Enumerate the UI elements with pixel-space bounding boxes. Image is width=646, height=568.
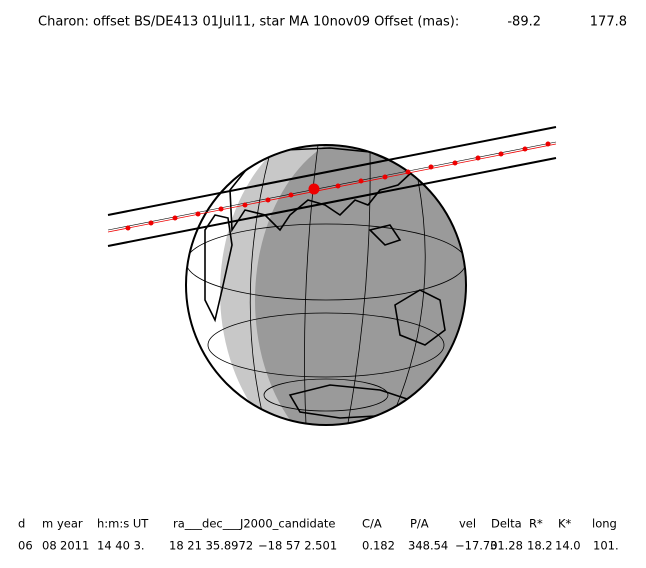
globe — [185, 144, 467, 426]
title: Charon: offset BS/DE413 01Jul11, star MA… — [38, 15, 459, 30]
table-cell: 31.28 — [490, 539, 523, 553]
column-header: year — [57, 517, 83, 531]
occultation-path — [107, 126, 557, 247]
column-header: C/A — [362, 517, 382, 531]
column-header: ra___dec___J2000_candidate — [173, 517, 335, 531]
table-cell: 101. — [593, 539, 619, 553]
table-cell: 14.0 — [555, 539, 581, 553]
table-cell: 06 — [18, 539, 33, 553]
table-cell: 0.182 — [362, 539, 395, 553]
column-header: R* — [529, 517, 543, 531]
table: d m year h:m:s UT ra___dec___J2000_candidate… — [18, 517, 619, 553]
table-cell: −18 57 2.501 — [258, 539, 337, 553]
table-cell: 2011 — [60, 539, 89, 553]
column-header: Delta — [491, 517, 522, 531]
column-header: h:m:s UT — [97, 517, 149, 531]
column-header: K* — [558, 517, 572, 531]
table-cell: −17.70 — [455, 539, 498, 553]
table-cell: 348.54 — [408, 539, 448, 553]
table-cell: 14 40 3. — [97, 539, 145, 553]
table-cell: 08 — [42, 539, 57, 553]
column-header: m — [42, 517, 53, 531]
column-header: d — [18, 517, 25, 531]
offset-ra: -89.2 — [507, 15, 541, 30]
column-header: long — [592, 517, 617, 531]
table-cell: 18.2 — [527, 539, 553, 553]
column-header: P/A — [410, 517, 429, 531]
table-cell: 18 21 35.8972 — [169, 539, 253, 553]
column-header: vel — [459, 517, 476, 531]
offset-dec: 177.8 — [590, 15, 627, 30]
